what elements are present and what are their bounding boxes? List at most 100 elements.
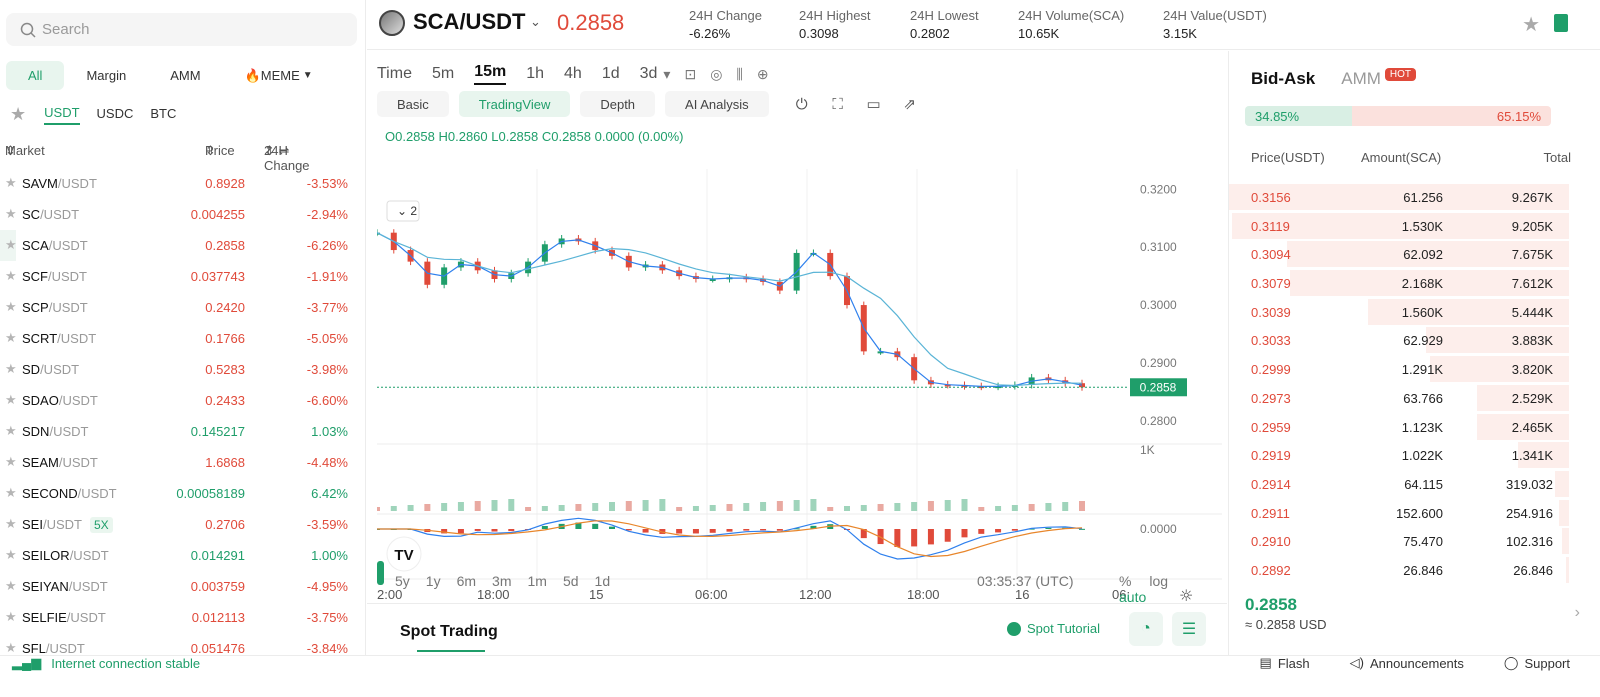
ask-row[interactable]: 0.2959 1.123K 2.465K xyxy=(1229,413,1569,442)
settings-icon[interactable]: ◎ xyxy=(710,65,723,82)
market-row[interactable]: ★ SELFIE/USDT 0.012113 -3.75% xyxy=(0,602,365,633)
spot-tutorial-link[interactable]: Spot Tutorial xyxy=(1007,621,1100,636)
market-row[interactable]: ★ SC/USDT 0.004255 -2.94% xyxy=(0,199,365,230)
star-icon[interactable]: ★ xyxy=(5,578,17,593)
range-1m[interactable]: 1m xyxy=(527,573,547,589)
search-input[interactable]: Search xyxy=(6,13,357,46)
tab-margin[interactable]: Margin xyxy=(86,68,127,83)
chevron-down-icon[interactable]: ⌄ xyxy=(530,14,541,29)
star-icon[interactable]: ★ xyxy=(5,516,17,531)
star-icon[interactable]: ★ xyxy=(5,547,17,562)
filter-button[interactable]: ☰ xyxy=(1172,612,1206,646)
announcements-link[interactable]: ◁) Announcements xyxy=(1350,655,1464,671)
star-icon[interactable]: ★ xyxy=(5,392,17,407)
market-row[interactable]: ★ SEAM/USDT 1.6868 -4.48% xyxy=(0,447,365,478)
fullscreen-icon[interactable]: ⛶ xyxy=(832,95,843,113)
ask-row[interactable]: 0.2914 64.115 319.032 xyxy=(1229,470,1569,499)
star-icon[interactable]: ★ xyxy=(5,361,17,376)
reset-icon[interactable]: ⏻ xyxy=(795,95,808,113)
star-icon[interactable]: ★ xyxy=(5,175,17,190)
flash-link[interactable]: ▤ Flash xyxy=(1260,655,1310,671)
ask-row[interactable]: 0.3039 1.560K 5.444K xyxy=(1229,298,1569,327)
quote-tab-usdt[interactable]: USDT xyxy=(44,105,80,125)
star-icon[interactable]: ★ xyxy=(5,485,17,500)
range-5d[interactable]: 5d xyxy=(562,573,579,589)
range-6m[interactable]: 6m xyxy=(456,573,477,589)
ask-row[interactable]: 0.2999 1.291K 3.820K xyxy=(1229,355,1569,384)
market-row[interactable]: ★ SFL/USDT 0.051476 -3.84% xyxy=(0,633,365,655)
view-ai-analysis[interactable]: AI Analysis xyxy=(665,91,769,117)
tab-amm-book[interactable]: AMM HOT xyxy=(1341,68,1417,89)
ask-row[interactable]: 0.2973 63.766 2.529K xyxy=(1229,384,1569,413)
range-5y[interactable]: 5y xyxy=(395,573,410,589)
market-row[interactable]: ★ SEI/USDT 5X 0.2706 -3.59% xyxy=(0,509,365,540)
star-icon[interactable]: ★ xyxy=(5,423,17,438)
candle-type-icon[interactable]: ⫼ xyxy=(736,65,743,82)
market-row[interactable]: ★ SCP/USDT 0.2420 -3.77% xyxy=(0,292,365,323)
chevron-right-icon[interactable]: › xyxy=(1574,604,1580,621)
layout-icon[interactable]: ▭ xyxy=(866,96,881,113)
timeframe-1h[interactable]: 1h xyxy=(526,65,545,82)
indicator-icon[interactable]: ⊡ xyxy=(684,65,697,82)
market-row[interactable]: ★ SECOND/USDT 0.00058189 6.42% xyxy=(0,478,365,509)
market-row[interactable]: ★ SEIYAN/USDT 0.003759 -4.95% xyxy=(0,571,365,602)
ask-row[interactable]: 0.2910 75.470 102.316 xyxy=(1229,527,1569,556)
scale-log[interactable]: log xyxy=(1149,573,1169,589)
ask-row[interactable]: 0.3094 62.092 7.675K xyxy=(1229,240,1569,269)
tab-amm[interactable]: AMM xyxy=(170,68,201,83)
star-icon[interactable]: ★ xyxy=(5,237,17,252)
price-column-header[interactable]: Price ⇕ xyxy=(205,143,235,158)
ask-row[interactable]: 0.2892 26.846 26.846 xyxy=(1229,556,1569,585)
market-row[interactable]: ★ SEILOR/USDT 0.014291 1.00% xyxy=(0,540,365,571)
star-icon[interactable]: ★ xyxy=(5,609,17,624)
ask-row[interactable]: 0.2919 1.022K 1.341K xyxy=(1229,441,1569,470)
quote-tab-btc[interactable]: BTC xyxy=(150,105,177,121)
range-1d[interactable]: 1d xyxy=(594,573,611,589)
support-link[interactable]: ◯ Support xyxy=(1504,655,1570,671)
favorites-star-icon[interactable]: ★ xyxy=(10,104,27,124)
pair-title[interactable]: SCA/USDT xyxy=(413,9,526,34)
star-icon[interactable]: ★ xyxy=(5,454,17,469)
market-row[interactable]: ★ SDAO/USDT 0.2433 -6.60% xyxy=(0,385,365,416)
market-row[interactable]: ★ SD/USDT 0.5283 -3.98% xyxy=(0,354,365,385)
tab-meme[interactable]: 🔥MEME ▼ xyxy=(223,61,335,90)
star-icon[interactable]: ★ xyxy=(5,330,17,345)
timeframe-3d[interactable]: 3d xyxy=(639,65,658,82)
timeframe-time[interactable]: Time xyxy=(377,65,412,82)
scale-auto[interactable]: auto xyxy=(1119,589,1147,605)
view-tradingview[interactable]: TradingView xyxy=(458,91,571,117)
timeframe-5m[interactable]: 5m xyxy=(431,65,455,82)
tab-all[interactable]: All xyxy=(6,61,65,90)
add-icon[interactable]: ⊕ xyxy=(756,65,769,82)
market-row[interactable]: ★ SCRT/USDT 0.1766 -5.05% xyxy=(0,323,365,354)
view-depth[interactable]: Depth xyxy=(580,91,656,117)
range-3m[interactable]: 3m xyxy=(492,573,512,589)
market-row[interactable]: ★ SDN/USDT 0.145217 1.03% xyxy=(0,416,365,447)
change-column-header[interactable]: 24H Change ⇕ ⇌ xyxy=(264,143,310,173)
utc-clock[interactable]: 03:35:37 (UTC) xyxy=(977,573,1074,589)
market-row[interactable]: ★ SAVM/USDT 0.8928 -3.53% xyxy=(0,168,365,199)
market-column-header[interactable]: Market ⇕ xyxy=(5,143,45,158)
view-basic[interactable]: Basic xyxy=(377,91,449,117)
timeframe-4h[interactable]: 4h xyxy=(564,65,582,82)
price-chart[interactable]: 0.3200 0.3100 0.3000 0.2900 0.2800 2:00 18:00… xyxy=(377,169,1222,649)
pie-chart-button[interactable]: ◔ xyxy=(1129,612,1163,646)
timeframe-15m[interactable]: 15m xyxy=(474,63,507,85)
ask-row[interactable]: 0.3079 2.168K 7.612K xyxy=(1229,269,1569,298)
quote-tab-usdc[interactable]: USDC xyxy=(96,105,134,121)
share-icon[interactable]: ⇗ xyxy=(903,96,916,113)
ask-row[interactable]: 0.3119 1.530K 9.205K xyxy=(1229,212,1569,241)
scale-percent[interactable]: % xyxy=(1119,573,1132,589)
ask-row[interactable]: 0.2911 152.600 254.916 xyxy=(1229,499,1569,528)
star-icon[interactable]: ★ xyxy=(5,299,17,314)
tab-bid-ask[interactable]: Bid-Ask xyxy=(1251,69,1316,88)
ask-row[interactable]: 0.3033 62.929 3.883K xyxy=(1229,326,1569,355)
star-icon[interactable]: ★ xyxy=(1522,14,1540,36)
timeframe-1d[interactable]: 1d xyxy=(601,65,620,82)
market-row[interactable]: ★ SCF/USDT 0.037743 -1.91% xyxy=(0,261,365,292)
ask-row[interactable]: 0.3156 61.256 9.267K xyxy=(1229,183,1569,212)
range-1y[interactable]: 1y xyxy=(425,573,441,589)
market-row[interactable]: ★ SCA/USDT 0.2858 -6.26% xyxy=(0,230,365,261)
book-icon[interactable] xyxy=(1554,14,1568,32)
star-icon[interactable]: ★ xyxy=(5,640,17,655)
